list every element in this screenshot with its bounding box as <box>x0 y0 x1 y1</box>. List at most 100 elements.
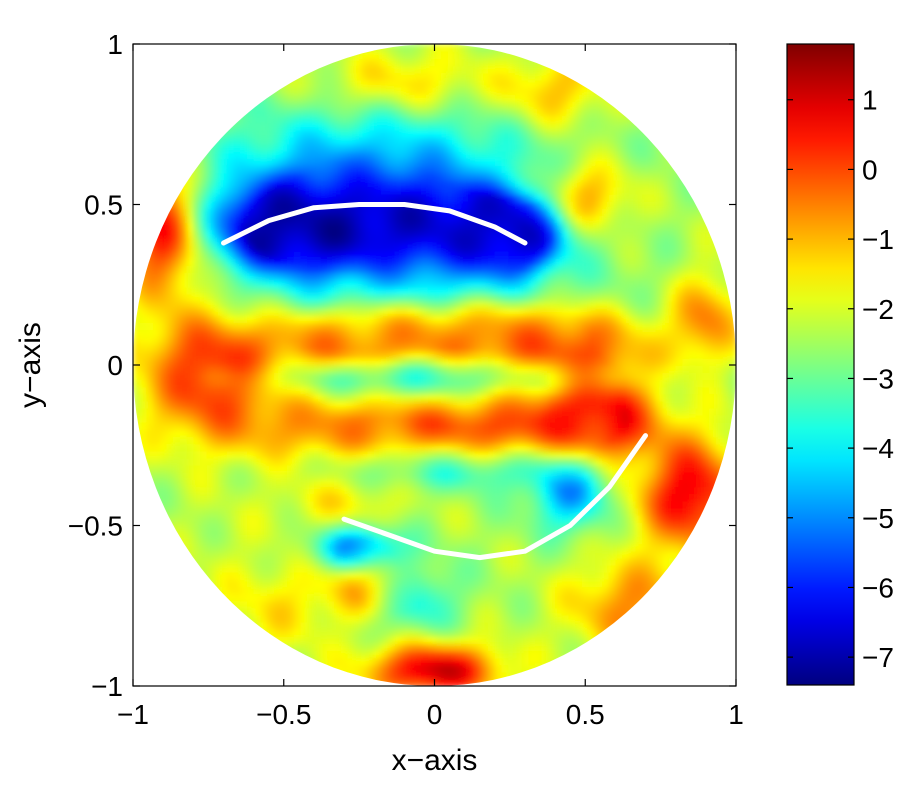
field-cell <box>421 93 429 102</box>
field-cell <box>441 79 449 88</box>
field-cell <box>387 322 396 331</box>
field-cell <box>521 286 530 295</box>
field-cell <box>548 300 556 309</box>
field-cell <box>307 307 315 316</box>
field-cell <box>354 529 362 537</box>
field-cell <box>240 507 248 516</box>
field-cell <box>193 450 201 459</box>
field-cell <box>488 479 496 488</box>
field-cell <box>220 286 228 295</box>
field-cell <box>253 322 262 331</box>
field-cell <box>427 58 436 67</box>
field-cell <box>508 151 516 159</box>
field-cell <box>407 143 416 152</box>
field-cell <box>481 258 489 266</box>
field-cell <box>293 514 302 523</box>
field-cell <box>253 500 262 509</box>
field-cell <box>421 614 429 623</box>
field-cell <box>334 143 342 152</box>
field-cell <box>273 536 282 545</box>
field-cell <box>528 422 536 430</box>
field-cell <box>340 614 349 623</box>
field-cell <box>521 550 530 559</box>
field-cell <box>474 165 483 174</box>
field-cell <box>541 265 550 274</box>
field-cell <box>206 258 215 266</box>
field-cell <box>461 208 469 216</box>
field-cell <box>434 529 442 537</box>
field-cell <box>287 122 295 131</box>
field-cell <box>414 422 422 430</box>
field-cell <box>387 229 396 238</box>
field-cell <box>320 307 329 316</box>
field-cell <box>481 250 489 259</box>
field-cell <box>374 115 382 124</box>
field-cell <box>528 493 536 502</box>
field-cell <box>213 229 221 238</box>
field-cell <box>441 557 449 566</box>
field-cell <box>179 386 188 395</box>
field-cell <box>193 443 201 452</box>
field-cell <box>260 208 268 216</box>
field-cell <box>186 536 195 545</box>
field-cell <box>327 486 335 495</box>
field-cell <box>240 193 248 202</box>
field-cell <box>307 365 315 373</box>
field-cell <box>508 443 516 452</box>
field-cell <box>159 365 168 373</box>
field-cell <box>427 151 436 159</box>
field-cell <box>447 243 456 252</box>
field-cell <box>313 108 322 117</box>
field-cell <box>200 450 208 459</box>
field-cell <box>394 636 402 644</box>
field-cell <box>501 122 509 131</box>
field-cell <box>488 322 496 331</box>
field-cell <box>481 115 489 124</box>
field-cell <box>548 436 556 445</box>
field-cell <box>541 457 550 466</box>
field-cell <box>541 357 550 366</box>
field-cell <box>407 407 416 416</box>
field-cell <box>320 279 329 288</box>
field-cell <box>414 215 422 224</box>
field-cell <box>347 571 355 580</box>
field-cell <box>246 600 255 609</box>
field-cell <box>521 93 530 102</box>
field-cell <box>253 593 262 602</box>
field-cell <box>421 143 429 152</box>
field-cell <box>387 429 396 438</box>
field-cell <box>414 536 422 545</box>
field-cell <box>380 265 389 274</box>
field-cell <box>380 165 389 174</box>
field-cell <box>494 450 503 459</box>
field-cell <box>434 293 442 302</box>
field-cell <box>508 429 516 438</box>
field-cell <box>441 93 449 102</box>
field-cell <box>367 657 375 666</box>
field-cell <box>166 300 174 309</box>
field-cell <box>186 293 195 302</box>
field-cell <box>146 357 154 366</box>
field-cell <box>474 101 483 109</box>
field-cell <box>226 486 235 495</box>
field-cell <box>481 393 489 402</box>
field-cell <box>454 136 463 145</box>
field-cell <box>488 571 496 580</box>
field-cell <box>246 122 255 131</box>
field-cell <box>213 507 221 516</box>
field-cell <box>354 486 362 495</box>
field-cell <box>434 407 442 416</box>
field-cell <box>267 229 275 238</box>
field-cell <box>313 393 322 402</box>
field-cell <box>367 429 375 438</box>
field-cell <box>508 101 516 109</box>
field-cell <box>528 536 536 545</box>
field-cell <box>334 472 342 480</box>
field-cell <box>501 208 509 216</box>
field-cell <box>347 158 355 167</box>
field-cell <box>488 115 496 124</box>
field-cell <box>521 514 530 523</box>
field-cell <box>220 400 228 409</box>
field-cell <box>334 407 342 416</box>
field-cell <box>327 143 335 152</box>
